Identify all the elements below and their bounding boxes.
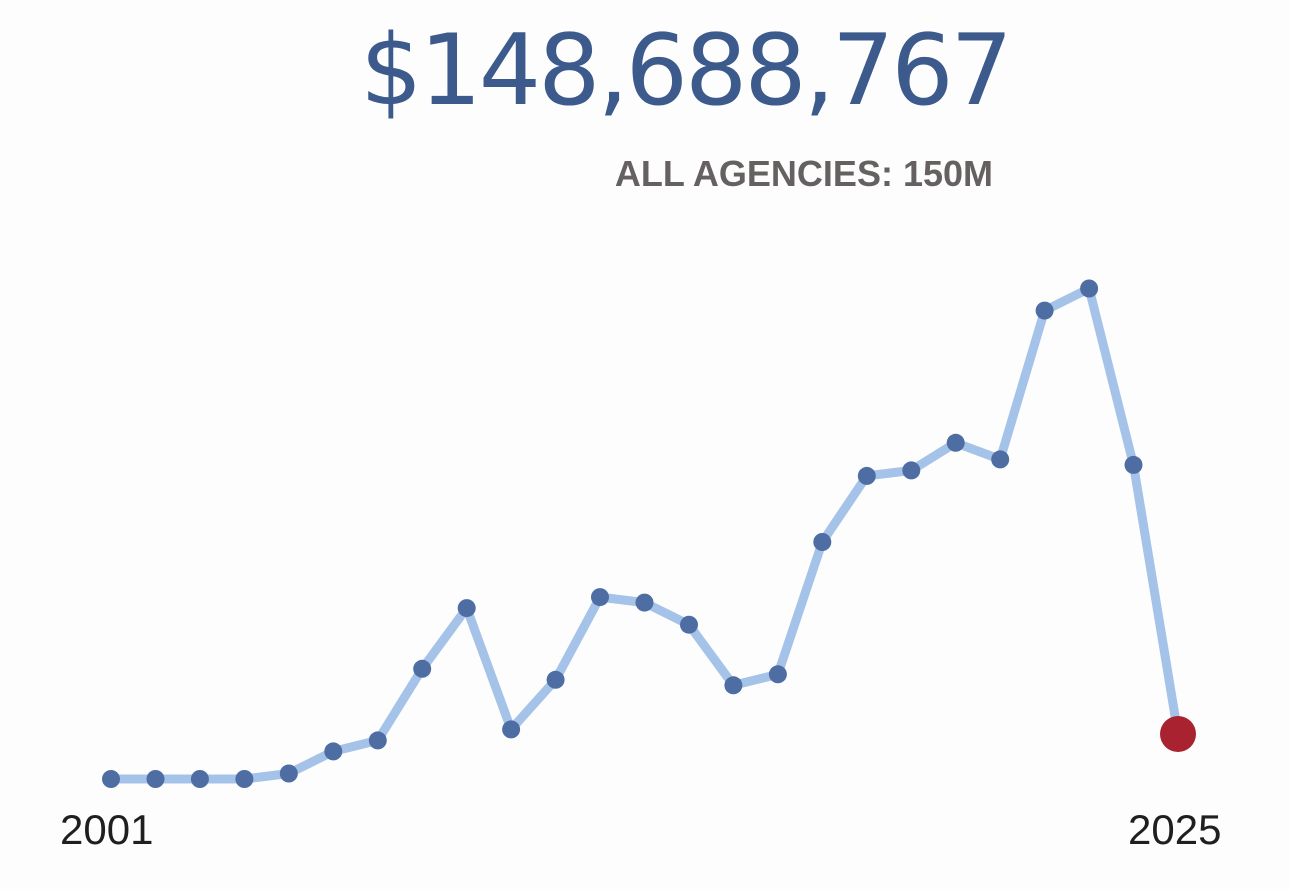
data-point bbox=[768, 665, 787, 684]
data-point bbox=[635, 593, 654, 612]
data-point bbox=[279, 764, 298, 783]
data-point bbox=[724, 676, 743, 695]
data-point bbox=[457, 599, 476, 618]
data-point bbox=[946, 433, 965, 452]
data-point bbox=[190, 770, 209, 788]
all-agencies-subheading: ALL AGENCIES: 150M bbox=[614, 153, 993, 194]
data-point bbox=[902, 461, 921, 480]
data-point bbox=[102, 770, 120, 788]
x-axis-end-label: 2025 bbox=[1128, 806, 1222, 853]
data-point bbox=[1035, 301, 1054, 320]
data-point bbox=[991, 450, 1010, 469]
data-point bbox=[368, 731, 387, 750]
data-point bbox=[591, 588, 609, 607]
data-point bbox=[1124, 455, 1143, 474]
x-axis-start-label: 2001 bbox=[60, 806, 154, 853]
data-point bbox=[1080, 279, 1099, 298]
data-point bbox=[857, 466, 876, 485]
data-point bbox=[324, 742, 343, 761]
data-point bbox=[413, 659, 432, 678]
data-point bbox=[546, 670, 565, 689]
latest-data-point bbox=[1160, 716, 1196, 752]
data-points bbox=[102, 279, 1196, 788]
trend-line bbox=[106, 284, 1183, 784]
data-point bbox=[502, 720, 521, 739]
data-point bbox=[680, 615, 698, 634]
data-point bbox=[146, 770, 165, 788]
data-point bbox=[235, 770, 254, 788]
total-amount-headline: $148,688,767 bbox=[360, 14, 1013, 128]
data-point bbox=[813, 533, 832, 551]
